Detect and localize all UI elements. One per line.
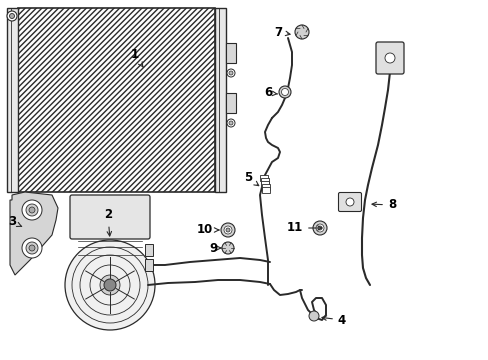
Bar [225, 93, 236, 113]
Text: 2: 2 [104, 208, 112, 236]
Circle shape [29, 207, 35, 213]
Circle shape [225, 228, 229, 232]
Circle shape [308, 311, 318, 321]
Circle shape [346, 198, 353, 206]
Text: 4: 4 [321, 314, 346, 327]
Circle shape [294, 25, 308, 39]
Circle shape [228, 121, 232, 125]
Bar [260, 175, 267, 181]
Circle shape [228, 71, 232, 75]
Text: 10: 10 [197, 224, 219, 237]
Circle shape [104, 279, 116, 291]
Circle shape [100, 275, 120, 295]
FancyBboxPatch shape [70, 195, 150, 239]
Text: 8: 8 [371, 198, 395, 211]
FancyBboxPatch shape [375, 42, 403, 74]
Bar [225, 43, 236, 63]
Bar [261, 181, 268, 187]
Bar [261, 184, 269, 190]
Text: 11: 11 [286, 221, 321, 234]
Text: 9: 9 [209, 242, 221, 255]
Circle shape [22, 238, 42, 258]
Bar [18, 8, 215, 192]
Circle shape [22, 200, 42, 220]
FancyBboxPatch shape [338, 193, 361, 211]
Circle shape [26, 204, 38, 216]
Circle shape [65, 240, 155, 330]
Text: 6: 6 [264, 86, 277, 99]
Text: 7: 7 [273, 26, 289, 39]
Circle shape [226, 119, 235, 127]
Circle shape [29, 245, 35, 251]
Bar [145, 259, 153, 271]
Bar [260, 178, 268, 184]
Text: 3: 3 [8, 216, 21, 229]
Circle shape [26, 242, 38, 254]
Bar [145, 244, 153, 256]
Text: 5: 5 [244, 171, 258, 186]
Circle shape [221, 223, 235, 237]
Circle shape [384, 53, 394, 63]
Bar [215, 8, 225, 192]
Circle shape [315, 224, 324, 232]
Polygon shape [10, 192, 58, 275]
Circle shape [281, 89, 288, 95]
Circle shape [9, 13, 15, 18]
Circle shape [317, 226, 321, 230]
Circle shape [312, 221, 326, 235]
Circle shape [279, 86, 290, 98]
Circle shape [222, 242, 234, 254]
Circle shape [224, 226, 231, 234]
Text: 1: 1 [131, 49, 142, 67]
Circle shape [7, 11, 17, 21]
Circle shape [226, 69, 235, 77]
Bar [262, 187, 269, 193]
Bar [18, 8, 215, 192]
Bar [7, 8, 18, 192]
